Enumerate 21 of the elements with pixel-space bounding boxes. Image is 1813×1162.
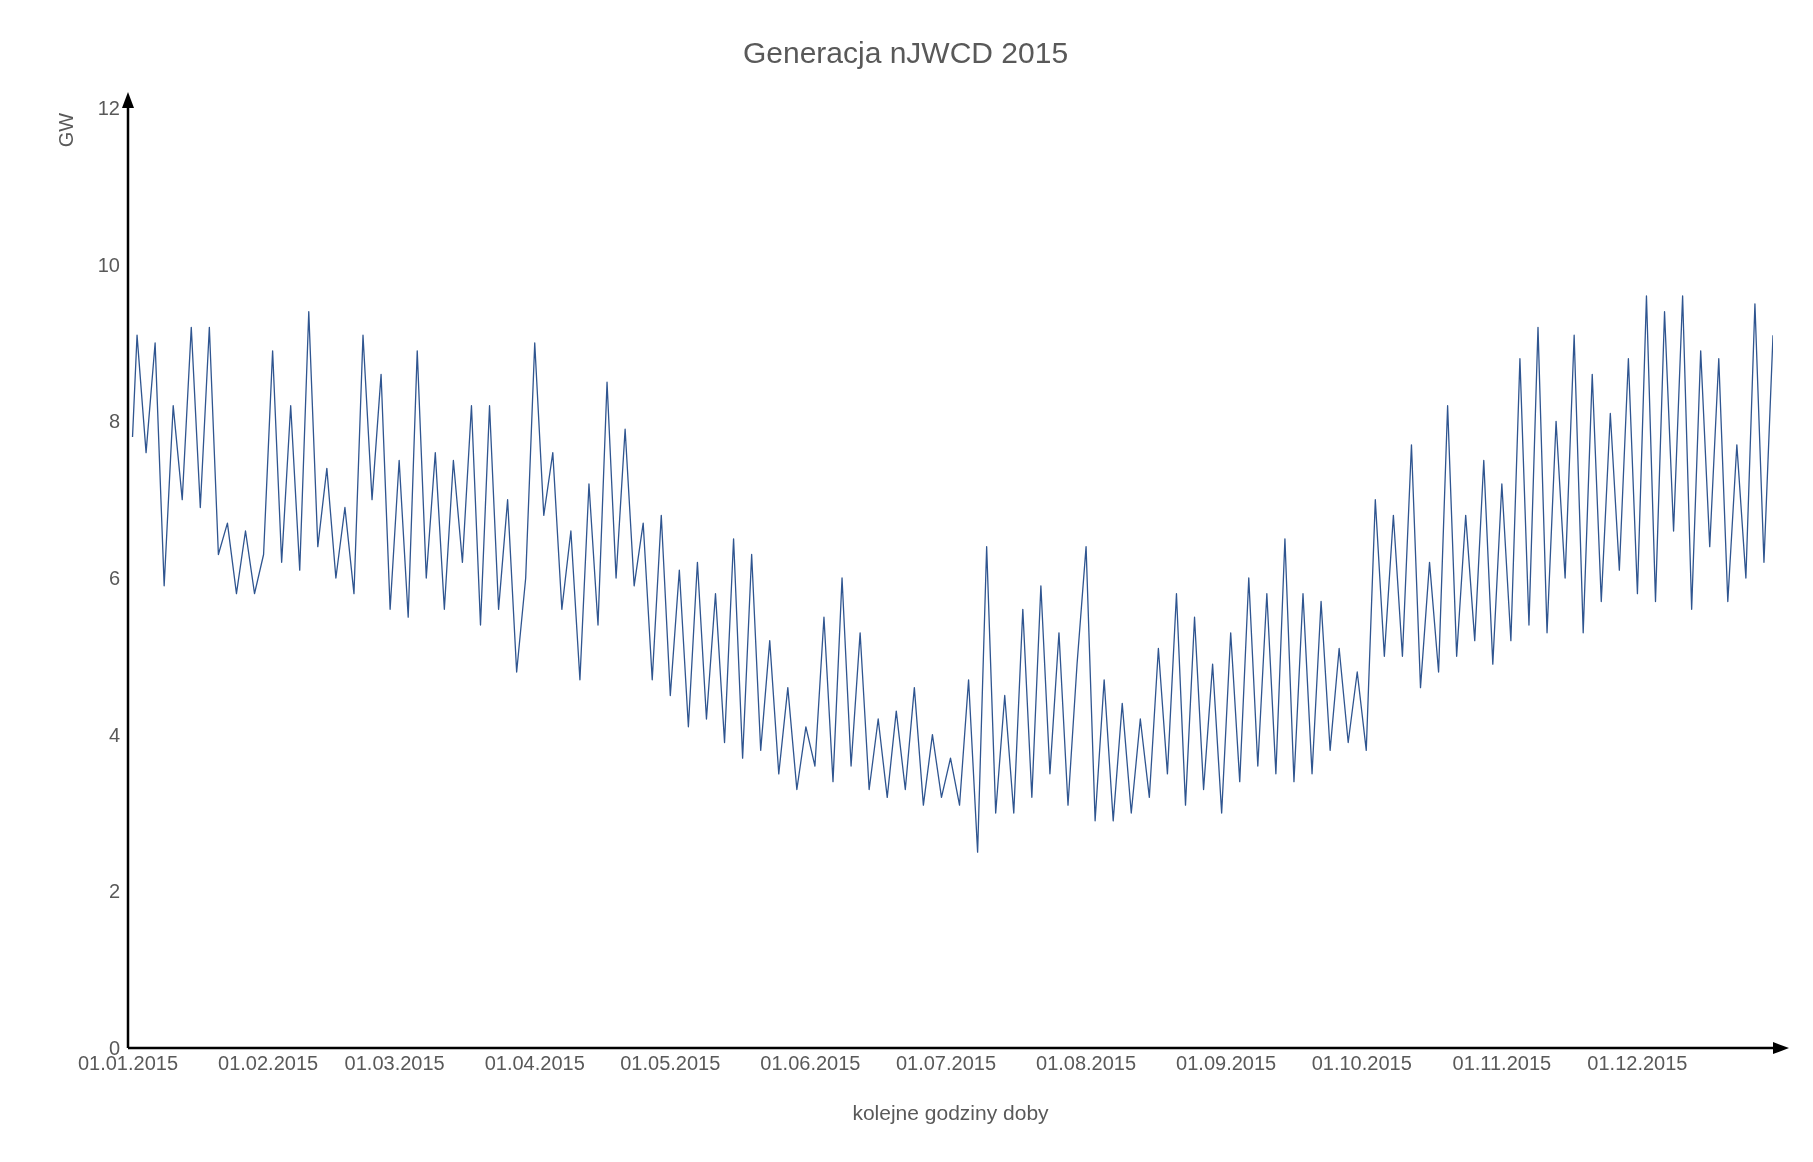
x-tick-label: 01.08.2015 <box>1036 1052 1137 1075</box>
line-series <box>131 295 1773 853</box>
x-tick-label: 01.02.2015 <box>218 1052 319 1075</box>
x-tick-label: 01.03.2015 <box>344 1052 445 1075</box>
y-tick-label: 12 <box>97 97 120 120</box>
y-tick-label: 4 <box>108 723 120 746</box>
x-tick-label: 01.12.2015 <box>1587 1052 1688 1075</box>
y-tick-label: 10 <box>97 253 120 276</box>
x-tick-label: 01.10.2015 <box>1311 1052 1412 1075</box>
y-tick-label: 2 <box>108 880 120 903</box>
x-tick-label: 01.05.2015 <box>620 1052 721 1075</box>
x-tick-label: 01.04.2015 <box>484 1052 585 1075</box>
x-tick-label: 01.06.2015 <box>760 1052 861 1075</box>
y-tick-label: 8 <box>108 410 120 433</box>
chart-title: Generacja nJWCD 2015 <box>741 36 1070 70</box>
x-tick-label: 01.11.2015 <box>1452 1052 1552 1075</box>
x-axis-title: kolejne godziny doby <box>852 1101 1050 1124</box>
x-tick-label: 01.09.2015 <box>1176 1052 1277 1075</box>
y-tick-label: 6 <box>108 567 120 590</box>
y-axis-title: GW <box>55 112 77 148</box>
x-tick-label: 01.07.2015 <box>895 1052 997 1075</box>
